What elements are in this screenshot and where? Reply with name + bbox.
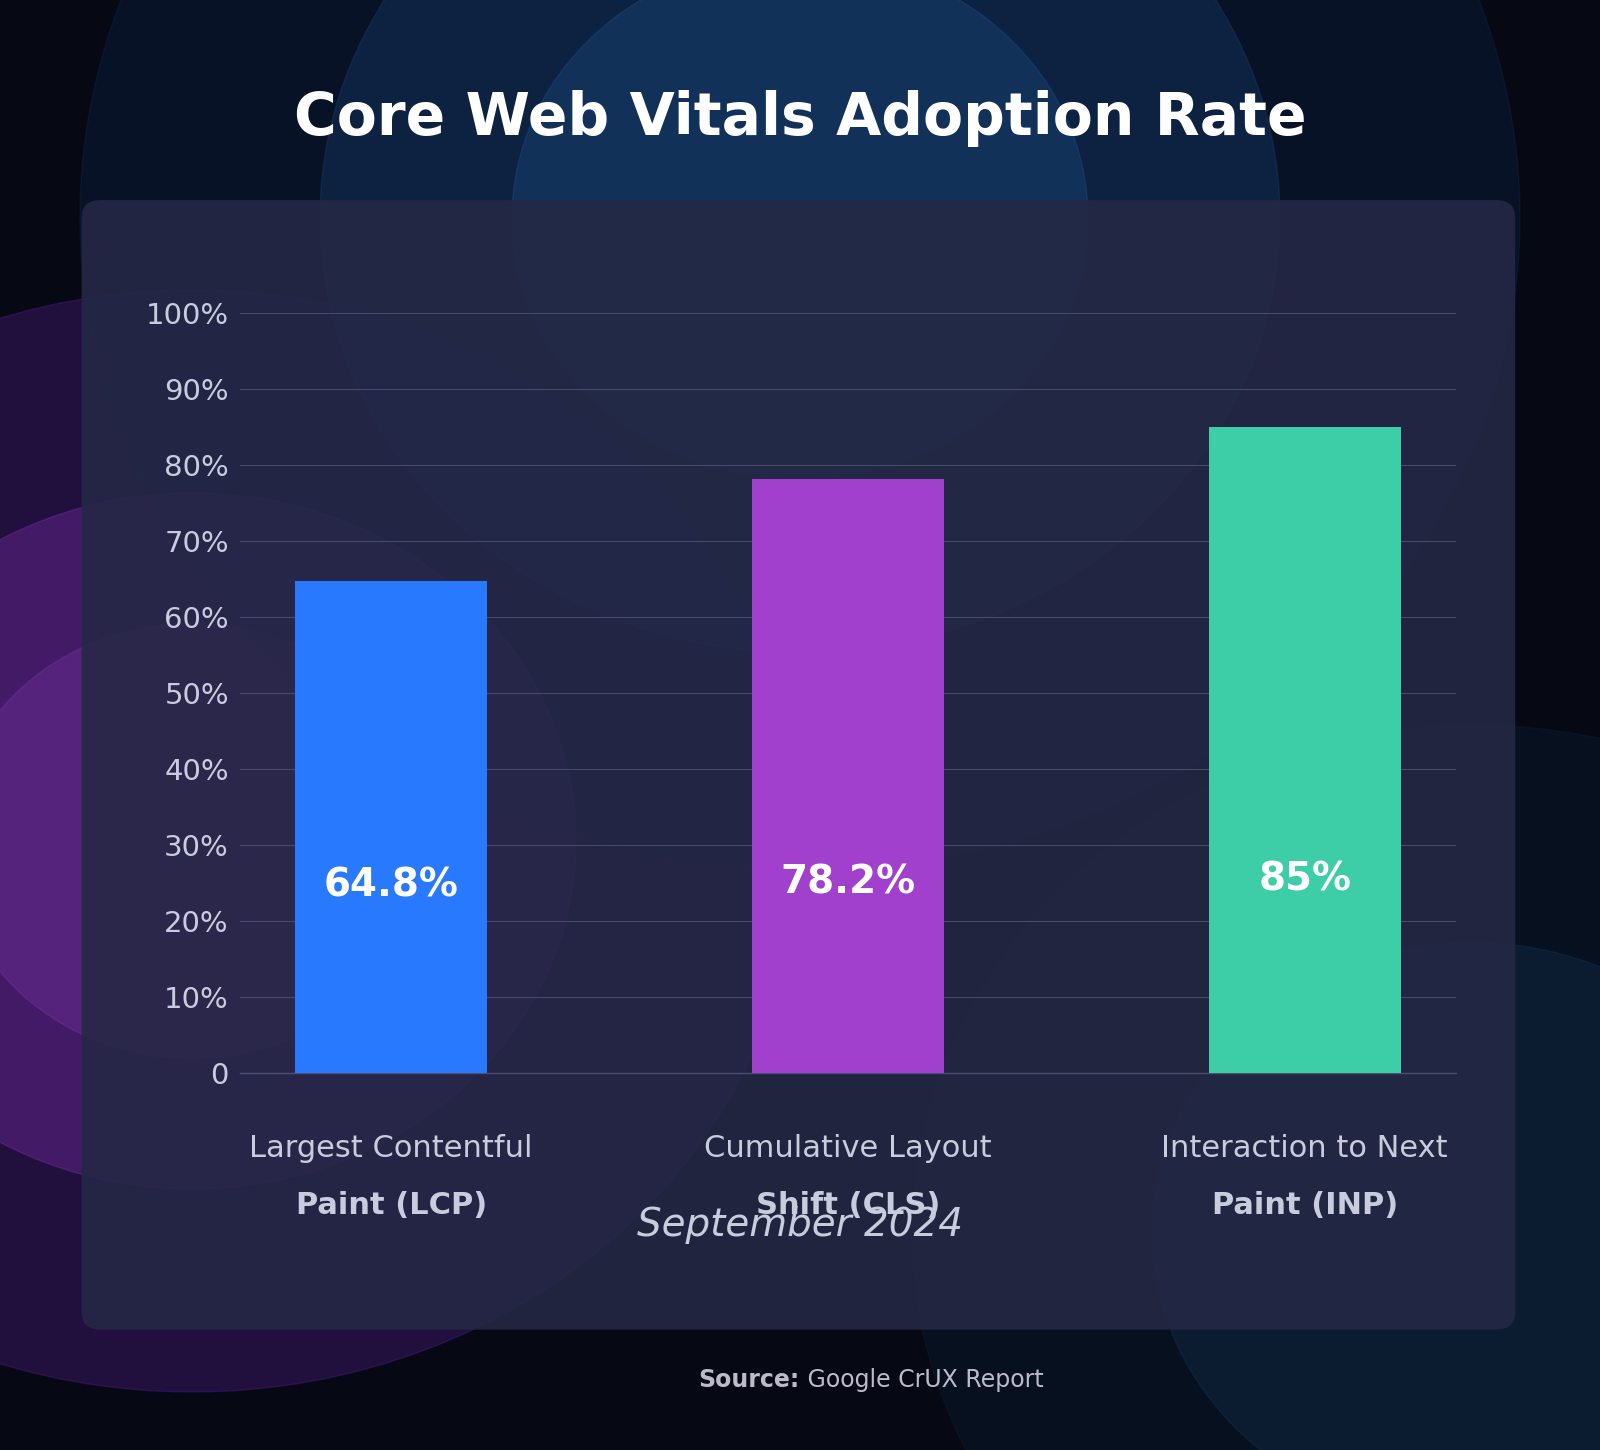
Circle shape bbox=[0, 290, 800, 1392]
Circle shape bbox=[0, 624, 432, 1058]
Bar bbox=[752, 478, 944, 1073]
Circle shape bbox=[0, 493, 576, 1189]
Text: 64.8%: 64.8% bbox=[323, 867, 459, 905]
Text: September 2024: September 2024 bbox=[637, 1206, 963, 1244]
Text: Shift (CLS): Shift (CLS) bbox=[755, 1190, 941, 1219]
Circle shape bbox=[320, 0, 1280, 652]
Text: 85%: 85% bbox=[1258, 860, 1352, 899]
Circle shape bbox=[912, 725, 1600, 1450]
Text: Paint (LCP): Paint (LCP) bbox=[296, 1190, 486, 1219]
Text: Paint (INP): Paint (INP) bbox=[1211, 1190, 1398, 1219]
Text: Cumulative Layout: Cumulative Layout bbox=[704, 1134, 992, 1163]
Text: Google CrUX Report: Google CrUX Report bbox=[800, 1369, 1043, 1392]
Bar bbox=[1210, 428, 1400, 1073]
Text: 78.2%: 78.2% bbox=[781, 864, 915, 902]
Text: Interaction to Next: Interaction to Next bbox=[1162, 1134, 1448, 1163]
Circle shape bbox=[512, 0, 1088, 478]
Text: Core Web Vitals Adoption Rate: Core Web Vitals Adoption Rate bbox=[294, 90, 1306, 148]
Circle shape bbox=[1152, 942, 1600, 1450]
Text: Largest Contentful: Largest Contentful bbox=[250, 1134, 533, 1163]
Bar bbox=[296, 581, 486, 1073]
Circle shape bbox=[80, 0, 1520, 870]
Text: Source:: Source: bbox=[699, 1369, 800, 1392]
